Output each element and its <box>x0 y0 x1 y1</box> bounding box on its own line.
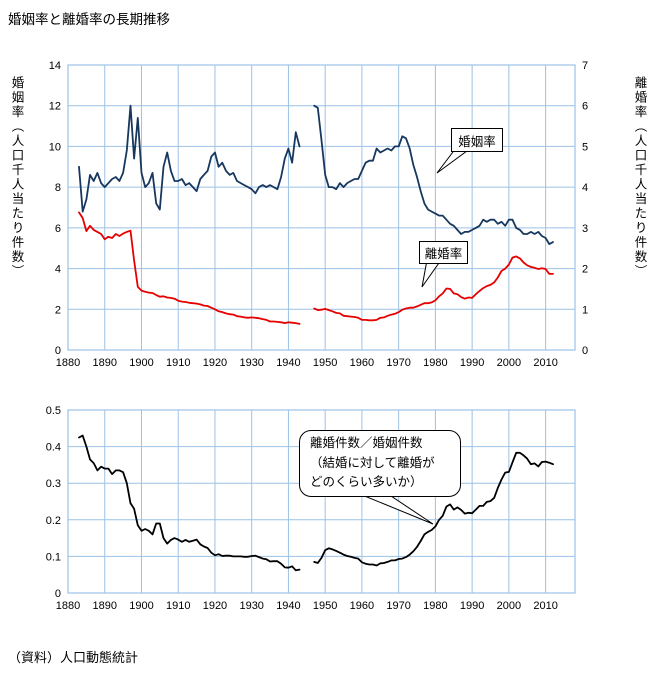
x-tick-label: 2010 <box>533 357 557 369</box>
x-tick-label: 1950 <box>313 357 337 369</box>
marriage-rate-line <box>313 104 554 246</box>
x-tick-label: 1880 <box>56 600 80 612</box>
x-tick-label: 1940 <box>276 357 300 369</box>
x-tick-label: 1980 <box>423 600 447 612</box>
y-tick-label-left: 0.1 <box>46 551 61 563</box>
y-tick-label-left: 0.5 <box>46 405 61 417</box>
marriage-rate-callout: 婚姻率 <box>451 128 503 152</box>
x-tick-label: 1970 <box>386 357 410 369</box>
x-tick-label: 1950 <box>313 600 337 612</box>
x-tick-label: 1910 <box>166 357 190 369</box>
divorce-rate-line <box>313 255 554 322</box>
x-tick-label: 1920 <box>203 357 227 369</box>
x-tick-label: 1890 <box>92 357 116 369</box>
y-tick-label-right: 5 <box>582 141 588 153</box>
y-tick-label-left: 0.3 <box>46 478 61 490</box>
ratio-callout-line-2: （結婚に対して離婚が <box>310 455 435 470</box>
plot-frame <box>67 409 576 594</box>
y-tick-label-right: 4 <box>582 182 588 194</box>
x-tick-label: 2000 <box>497 357 521 369</box>
y-tick-label-right: 1 <box>582 304 588 316</box>
y-tick-label-right: 2 <box>582 264 588 276</box>
x-tick-label: 1960 <box>350 357 374 369</box>
ratio-callout-bubble: 離婚件数／婚姻件数 （結婚に対して離婚が どのくらい多いか） <box>299 430 461 497</box>
x-tick-label: 1960 <box>350 600 374 612</box>
y-tick-label-left: 6 <box>55 223 61 235</box>
divorce-rate-callout: 離婚率 <box>419 241 468 264</box>
x-tick-label: 2010 <box>533 600 557 612</box>
marriage-rate-line <box>78 104 301 213</box>
ratio-callout-line-1: 離婚件数／婚姻件数 <box>310 436 423 451</box>
x-tick-label: 1990 <box>460 357 484 369</box>
y-tick-label-left: 0 <box>55 345 61 357</box>
y-tick-label-left: 0.4 <box>46 442 61 454</box>
x-tick-label: 1900 <box>129 357 153 369</box>
plot-frame <box>67 64 576 351</box>
y-tick-label-left: 0 <box>55 588 61 600</box>
x-tick-label: 1930 <box>239 357 263 369</box>
x-tick-label: 1890 <box>92 600 116 612</box>
y-tick-label-left: 0.2 <box>46 515 61 527</box>
divorce-callout-tail <box>421 259 442 288</box>
x-tick-label: 1900 <box>129 600 153 612</box>
y-tick-label-left: 12 <box>49 101 61 113</box>
y-tick-label-left: 2 <box>55 304 61 316</box>
x-tick-label: 1880 <box>56 357 80 369</box>
page-title: 婚姻率と離婚率の長期推移 <box>8 12 170 27</box>
source-note: （資料）人口動態統計 <box>8 650 139 665</box>
ratio-rate-line <box>313 451 554 567</box>
y-tick-label-left: 8 <box>55 182 61 194</box>
divorce-rate-line <box>78 211 301 325</box>
y-tick-label-right: 3 <box>582 223 588 235</box>
ratio-callout-line-3: どのくらい多いか） <box>310 475 423 490</box>
x-tick-label: 1930 <box>239 600 263 612</box>
y-tick-label-right: 6 <box>582 101 588 113</box>
y-tick-label-left: 14 <box>49 60 61 72</box>
left-axis-title-marriage-rate: 婚姻率（人口千人当たり件数） <box>9 76 24 279</box>
x-tick-label: 1970 <box>386 600 410 612</box>
divorce-rate-callout-label: 離婚率 <box>424 247 463 261</box>
x-tick-label: 1940 <box>276 600 300 612</box>
y-tick-label-left: 10 <box>49 141 61 153</box>
marriage-rate-callout-label: 婚姻率 <box>458 134 496 149</box>
x-tick-label: 1990 <box>460 600 484 612</box>
ratio-rate-line <box>78 434 301 572</box>
x-tick-label: 1910 <box>166 600 190 612</box>
x-tick-label: 2000 <box>497 600 521 612</box>
right-axis-title-divorce-rate: 離婚率（人口千人当たり件数） <box>632 76 647 279</box>
y-tick-label-right: 7 <box>582 60 588 72</box>
x-tick-label: 1980 <box>423 357 447 369</box>
y-tick-label-right: 0 <box>582 345 588 357</box>
x-tick-label: 1920 <box>203 600 227 612</box>
y-tick-label-left: 4 <box>55 264 61 276</box>
